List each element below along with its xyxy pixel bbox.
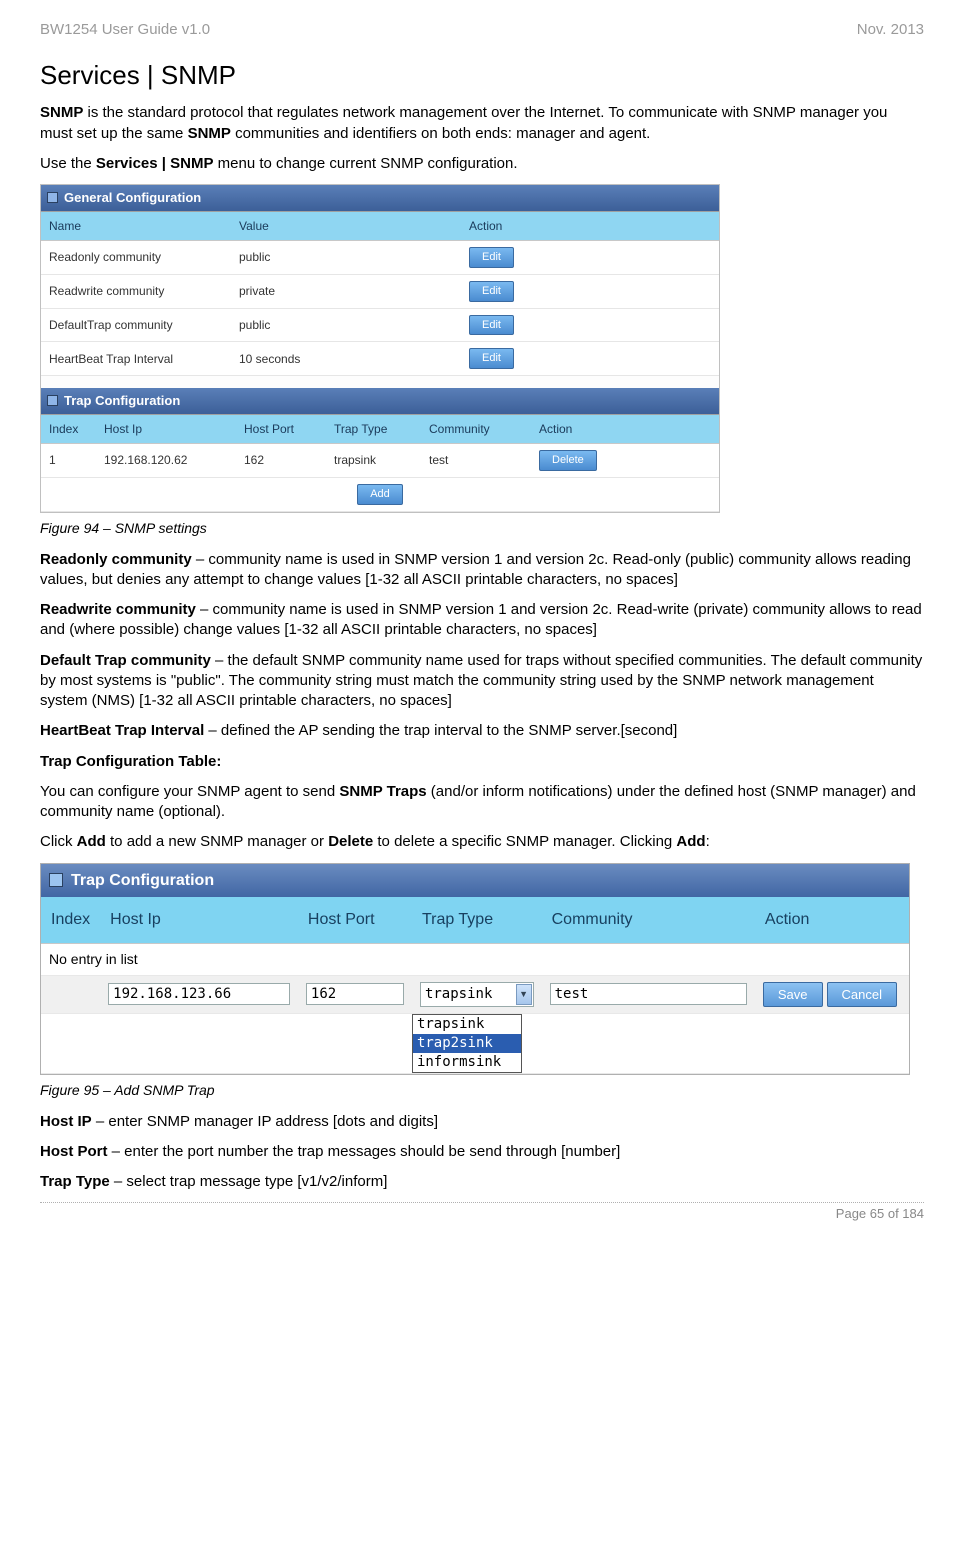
chevron-down-icon: ▼ — [516, 984, 532, 1005]
edit-button[interactable]: Edit — [469, 348, 514, 369]
cancel-button[interactable]: Cancel — [827, 982, 897, 1008]
col-value: Value — [231, 212, 461, 241]
host-port-desc: Host Port – enter the port number the tr… — [40, 1142, 924, 1162]
general-config-header: General Configuration — [41, 185, 719, 212]
trap-config-p2: Click Add to add a new SNMP manager or D… — [40, 832, 924, 852]
delete-button[interactable]: Delete — [539, 450, 597, 471]
host-ip-input[interactable] — [108, 983, 290, 1005]
defaulttrap-desc: Default Trap community – the default SNM… — [40, 651, 924, 712]
snmp-settings-screenshot: General Configuration Name Value Action … — [40, 184, 720, 513]
edit-button[interactable]: Edit — [469, 247, 514, 268]
table-row: Readonly community public Edit — [41, 240, 719, 274]
page-title: Services | SNMP — [40, 58, 924, 93]
trap-type-desc: Trap Type – select trap message type [v1… — [40, 1172, 924, 1192]
table-row: HeartBeat Trap Interval 10 seconds Edit — [41, 342, 719, 376]
dropdown-option[interactable]: informsink — [413, 1053, 521, 1072]
doc-title: BW1254 User Guide v1.0 — [40, 20, 210, 40]
col-action: Action — [461, 212, 719, 241]
snmp-term: SNMP — [40, 104, 83, 121]
general-config-table: Name Value Action Readonly community pub… — [41, 212, 719, 377]
heartbeat-desc: HeartBeat Trap Interval – defined the AP… — [40, 721, 924, 741]
trap-type-dropdown[interactable]: trapsink trap2sink informsink — [412, 1014, 522, 1073]
panel-icon — [47, 192, 58, 203]
readonly-desc: Readonly community – community name is u… — [40, 550, 924, 591]
save-button[interactable]: Save — [763, 982, 823, 1008]
panel-icon — [47, 395, 58, 406]
trap-config-table: Index Host Ip Host Port Trap Type Commun… — [41, 415, 719, 512]
figure-95-caption: Figure 95 – Add SNMP Trap — [40, 1081, 924, 1100]
col-name: Name — [41, 212, 231, 241]
doc-date: Nov. 2013 — [857, 20, 924, 40]
trap-config-header-2: Trap Configuration — [41, 864, 909, 898]
trap-config-label: Trap Configuration Table: — [40, 752, 924, 772]
table-row: DefaultTrap community public Edit — [41, 308, 719, 342]
dropdown-option[interactable]: trapsink — [413, 1015, 521, 1034]
no-entry-text: No entry in list — [41, 943, 909, 975]
add-trap-screenshot: Trap Configuration Index Host Ip Host Po… — [40, 863, 910, 1075]
page-header: BW1254 User Guide v1.0 Nov. 2013 — [40, 20, 924, 40]
edit-button[interactable]: Edit — [469, 281, 514, 302]
dropdown-option[interactable]: trap2sink — [413, 1034, 521, 1053]
trap-config-table-2: Index Host Ip Host Port Trap Type Commun… — [41, 897, 909, 1074]
host-ip-desc: Host IP – enter SNMP manager IP address … — [40, 1112, 924, 1132]
table-row: Readwrite community private Edit — [41, 274, 719, 308]
trap-config-p1: You can configure your SNMP agent to sen… — [40, 782, 924, 823]
input-row: trapsink ▼ SaveCancel — [41, 975, 909, 1014]
page-number: Page 65 of 184 — [836, 1206, 924, 1221]
page-footer: Page 65 of 184 — [40, 1202, 924, 1223]
community-input[interactable] — [550, 983, 747, 1005]
edit-button[interactable]: Edit — [469, 315, 514, 336]
trap-type-select[interactable]: trapsink ▼ — [420, 982, 534, 1007]
intro-p2: Use the Services | SNMP menu to change c… — [40, 154, 924, 174]
table-row: 1 192.168.120.62 162 trapsink test Delet… — [41, 443, 719, 477]
host-port-input[interactable] — [306, 983, 404, 1005]
figure-94-caption: Figure 94 – SNMP settings — [40, 519, 924, 538]
trap-config-header: Trap Configuration — [41, 388, 719, 415]
readwrite-desc: Readwrite community – community name is … — [40, 600, 924, 641]
add-button[interactable]: Add — [357, 484, 403, 505]
panel-icon — [49, 873, 63, 887]
intro-p1: SNMP is the standard protocol that regul… — [40, 103, 924, 144]
